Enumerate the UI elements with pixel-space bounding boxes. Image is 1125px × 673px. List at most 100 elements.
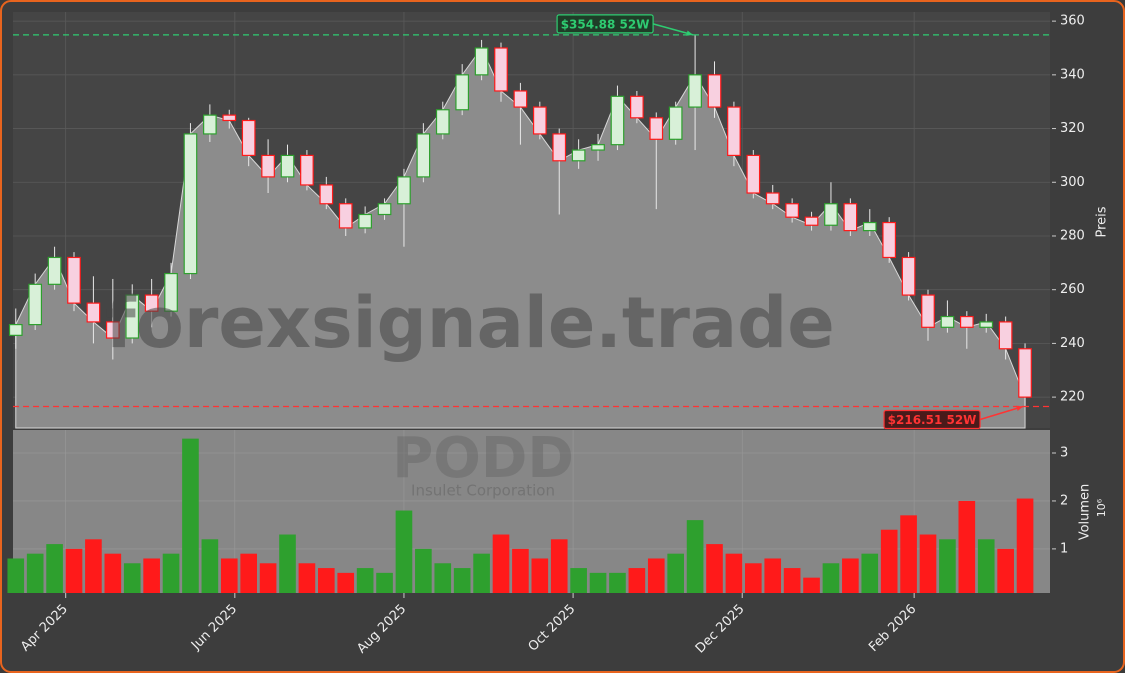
volume-bar bbox=[123, 563, 141, 593]
volume-bar bbox=[7, 558, 25, 593]
candle-body bbox=[280, 154, 295, 178]
candle-body bbox=[203, 114, 217, 135]
volume-bar bbox=[939, 539, 956, 593]
candle-body bbox=[630, 95, 644, 119]
volume-bar bbox=[182, 438, 199, 593]
volume-bar bbox=[240, 553, 257, 593]
y2-scale-label: 10⁶ bbox=[1095, 498, 1108, 517]
volume-bar bbox=[628, 568, 646, 593]
volume-bar bbox=[609, 572, 626, 593]
volume-bar bbox=[201, 539, 219, 593]
volume-bar bbox=[550, 539, 568, 593]
candle-body bbox=[571, 149, 586, 162]
volume-bar bbox=[453, 568, 471, 593]
volume-bar bbox=[570, 568, 587, 593]
candle-body bbox=[804, 216, 819, 226]
candle-body bbox=[998, 321, 1013, 350]
candle-body bbox=[610, 95, 625, 146]
volume-bar bbox=[667, 553, 684, 593]
volume-bar bbox=[900, 515, 917, 593]
volume-bar bbox=[919, 534, 937, 593]
candle-body bbox=[688, 74, 702, 108]
volume-bar bbox=[356, 568, 374, 593]
annotation-arrow bbox=[979, 405, 1024, 421]
candle-body bbox=[979, 321, 994, 328]
y-tick-label: 220 bbox=[1060, 390, 1085, 405]
candle-body bbox=[668, 106, 683, 140]
volume-bar bbox=[85, 539, 102, 593]
candle-body bbox=[319, 184, 334, 205]
volume-bar bbox=[279, 534, 296, 593]
candle-body bbox=[125, 294, 140, 339]
volume-bar bbox=[65, 548, 83, 593]
volume-bar bbox=[706, 544, 723, 593]
volume-bar bbox=[647, 558, 665, 593]
candle-body bbox=[494, 47, 508, 92]
candle-body bbox=[377, 203, 392, 216]
company-watermark: Insulet Corporation bbox=[411, 482, 555, 500]
volume-bar bbox=[803, 577, 820, 593]
y2-tick-label: 3 bbox=[1060, 446, 1068, 461]
volume-bar bbox=[997, 548, 1014, 593]
volume-bar bbox=[589, 572, 607, 593]
candle-body bbox=[28, 283, 43, 326]
candle-body bbox=[397, 176, 411, 205]
candle-body bbox=[67, 256, 81, 304]
volume-bar bbox=[745, 563, 762, 593]
y-tick-label: 260 bbox=[1060, 282, 1085, 297]
volume-bar bbox=[725, 553, 743, 593]
volume-bar bbox=[686, 520, 704, 593]
volume-bar bbox=[337, 572, 355, 593]
candle-body bbox=[105, 321, 120, 339]
volume-bar bbox=[395, 510, 413, 593]
annotation-label: $354.88 52W bbox=[561, 17, 650, 31]
candle-body bbox=[921, 294, 935, 328]
candle-body bbox=[882, 221, 897, 259]
candle-body bbox=[300, 154, 314, 186]
volume-bar bbox=[104, 553, 122, 593]
volume-bar bbox=[298, 563, 316, 593]
annotation-arrow bbox=[652, 23, 694, 36]
candle-body bbox=[959, 315, 974, 328]
volume-bar bbox=[259, 563, 277, 593]
volume-bar bbox=[512, 548, 529, 593]
y-tick-label: 340 bbox=[1060, 67, 1085, 82]
y-tick-label: 320 bbox=[1060, 121, 1085, 136]
y2-axis-label: Volumen bbox=[1078, 484, 1093, 541]
y-tick-label: 360 bbox=[1060, 14, 1085, 29]
volume-bar bbox=[26, 553, 44, 593]
volume-bar bbox=[220, 558, 238, 593]
watermark: forexsignale.trade bbox=[105, 282, 834, 364]
candle-body bbox=[358, 213, 372, 229]
volume-bar bbox=[473, 553, 490, 593]
candle-body bbox=[1018, 348, 1032, 398]
candle-body bbox=[144, 294, 159, 312]
candle-body bbox=[8, 324, 23, 336]
candle-body bbox=[513, 90, 528, 108]
volume-bar bbox=[977, 539, 995, 593]
volume-bar bbox=[46, 544, 63, 593]
volume-bar bbox=[764, 558, 782, 593]
candle-body bbox=[183, 133, 198, 275]
candle-body bbox=[746, 154, 761, 194]
volume-bar bbox=[376, 572, 393, 593]
y-tick-label: 280 bbox=[1060, 228, 1085, 243]
candle-body bbox=[727, 106, 741, 157]
candle-body bbox=[86, 302, 101, 323]
volume-bar bbox=[415, 548, 432, 593]
volume-bar bbox=[143, 558, 160, 593]
annotation-label: $216.51 52W bbox=[888, 413, 977, 427]
candle-body bbox=[241, 119, 256, 157]
candle-body bbox=[222, 114, 237, 122]
candle-body bbox=[901, 256, 916, 296]
volume-bar bbox=[162, 553, 180, 593]
candle-body bbox=[862, 221, 877, 232]
candle-body bbox=[435, 109, 450, 135]
candle-body bbox=[591, 144, 605, 151]
candle-body bbox=[785, 203, 799, 218]
candle-body bbox=[649, 117, 664, 140]
candle-body bbox=[552, 133, 567, 162]
volume-bar bbox=[318, 568, 335, 593]
